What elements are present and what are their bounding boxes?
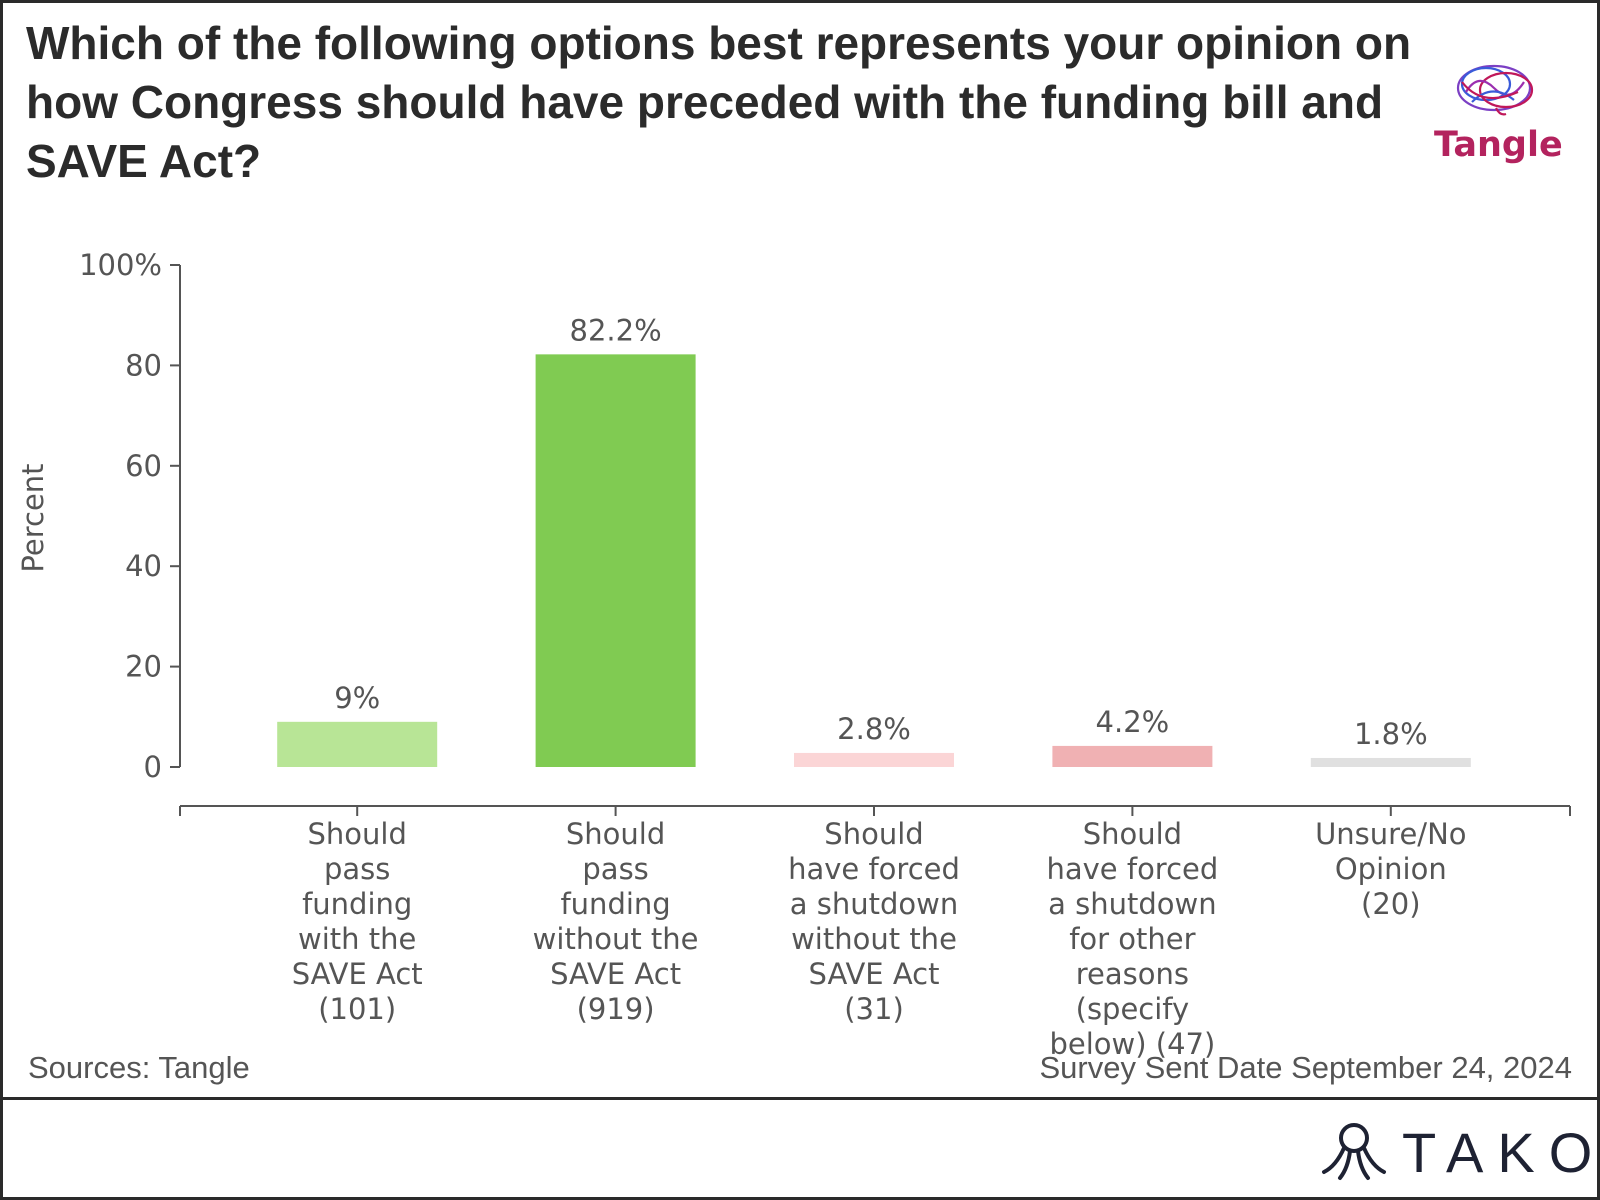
y-tick-label: 100% [79,248,162,282]
x-tick-label-line: for other [1069,922,1195,956]
bar [794,752,954,767]
x-tick-label: Should pass funding with the SAVE Act (101) [292,817,423,1026]
y-axis-label: Percent [16,463,50,572]
x-tick-label: Should have forced a shutdown without the SA… [788,817,960,1026]
survey-date-note: Survey Sent Date September 24, 2024 [1039,1050,1573,1085]
x-tick-label-line: SAVE Act [292,957,423,991]
x-tick-label-line: pass [324,852,390,886]
bar-value-label: 9% [334,681,380,715]
x-tick-label-line: (31) [844,992,904,1026]
x-tick-label-line: Opinion [1335,852,1447,886]
x-tick-label-line: SAVE Act [809,957,940,991]
bar [535,354,696,767]
brand-name: Tangle [1434,125,1563,165]
bar [1310,757,1471,767]
x-tick-label-line: (919) [577,992,655,1026]
x-tick-label-line: with the [298,922,416,956]
x-tick-label-line: without the [533,922,699,956]
y-tick-label: 80 [125,348,162,382]
y-tick-label: 40 [125,549,162,583]
x-tick-label-line: have forced [788,852,960,886]
x-tick-label-line: (specify [1076,992,1190,1026]
tako-wordmark: TAKO [1402,1121,1600,1184]
octopus-icon [1322,1123,1386,1180]
x-axis: Should pass funding with the SAVE Act (101)Sh… [179,805,1571,1061]
x-tick-label-line: below) (47) [1049,1027,1215,1061]
bar-value-label: 1.8% [1354,717,1428,751]
x-tick-label-line: pass [582,852,648,886]
x-tick-label: Unsure/No Opinion (20) [1315,817,1466,921]
bar [1052,745,1213,767]
footer-divider [0,1097,1600,1100]
x-tick-label: Should have forced a shutdown for other reas… [1046,817,1218,1061]
x-tick-label-line: funding [302,887,412,921]
bar [277,721,438,767]
bar-chart: Percent 0 20 40 60 80 100% 9% 82.2% 2.8% 4.2% 1.8… [16,248,1571,1061]
x-tick-label-line: without the [791,922,957,956]
bar-value-label: 82.2% [570,313,662,347]
x-tick-label-line: reasons [1076,957,1189,991]
y-tick-label: 20 [125,650,162,684]
chart-title: Which of the following options best repr… [26,17,1412,187]
y-axis: 0 20 40 60 80 100% [79,248,181,784]
x-tick-label-line: Unsure/No [1315,817,1466,851]
brain-icon: Tangle [1434,64,1563,165]
bars: 9% 82.2% 2.8% 4.2% 1.8% [277,313,1471,767]
bar-value-label: 4.2% [1096,705,1170,739]
x-tick-label-line: (101) [318,992,396,1026]
x-tick-label-line: a shutdown [790,887,958,921]
x-tick-label-line: a shutdown [1048,887,1216,921]
source-note: Sources: Tangle [28,1050,250,1085]
x-tick-label: Should pass funding without the SAVE Act (919… [533,817,699,1026]
x-tick-label-line: Should [308,817,407,851]
x-tick-label-line: Should [824,817,923,851]
x-tick-label-line: funding [560,887,670,921]
x-tick-label-line: Should [1083,817,1182,851]
x-tick-label-line: Should [566,817,665,851]
x-tick-label-line: (20) [1361,887,1421,921]
bar-value-label: 2.8% [837,712,911,746]
x-tick-label-line: SAVE Act [550,957,681,991]
x-tick-label-line: have forced [1046,852,1218,886]
y-tick-label: 0 [144,750,162,784]
y-tick-label: 60 [125,449,162,483]
